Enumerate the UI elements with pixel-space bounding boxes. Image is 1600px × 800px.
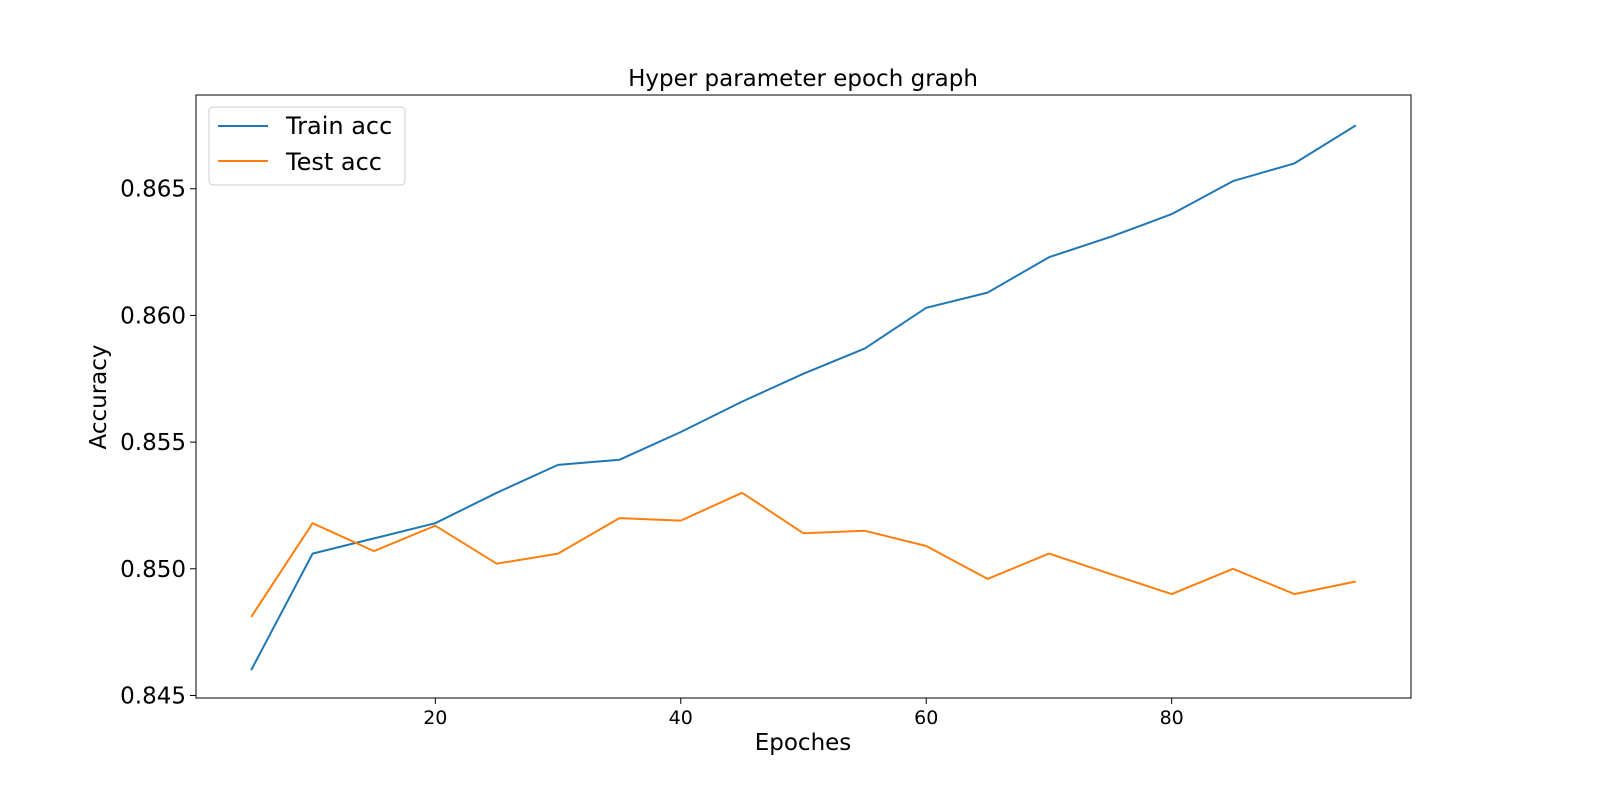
series-line-train: [250, 124, 1357, 671]
x-tick-label: 40: [669, 707, 693, 729]
x-tick-label: 80: [1160, 707, 1184, 729]
plot-frame: [195, 94, 1412, 699]
series-lines: [250, 124, 1357, 671]
series-line-test: [250, 491, 1357, 618]
x-tick-label: 60: [914, 707, 938, 729]
y-tick-label: 0.850: [120, 557, 186, 583]
legend: Train acc Test acc: [208, 106, 406, 186]
y-tick-label: 0.845: [120, 683, 186, 709]
x-axis-label: Epoches: [755, 730, 852, 756]
ticks: 20 40 60 80 0.845 0.850 0.855 0.860 0.865: [120, 177, 1184, 729]
legend-label-test: Test acc: [285, 148, 382, 176]
x-tick-label: 20: [423, 707, 447, 729]
chart-title: Hyper parameter epoch graph: [628, 66, 978, 92]
y-axis-label: Accuracy: [86, 344, 112, 449]
y-tick-label: 0.855: [120, 430, 186, 456]
y-tick-label: 0.860: [120, 303, 186, 329]
legend-label-train: Train acc: [285, 112, 392, 140]
y-tick-label: 0.865: [120, 177, 186, 203]
